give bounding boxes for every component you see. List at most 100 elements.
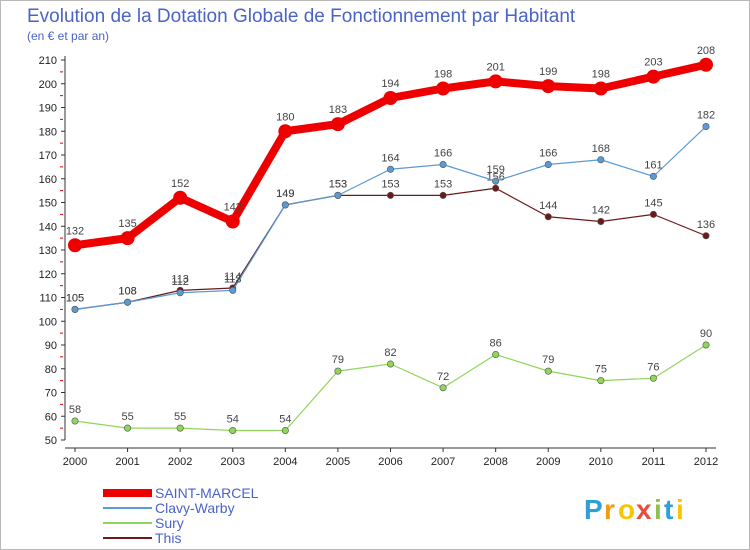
legend-item-saint-marcel: SAINT-MARCEL — [103, 485, 259, 501]
series-sury: 58 55 55 54 54 79 82 72 86 79 75 76 90 — [69, 328, 712, 434]
y-tick-label: 130 — [39, 245, 57, 257]
data-point — [699, 57, 713, 72]
data-label: 164 — [381, 152, 399, 164]
data-point — [120, 231, 135, 246]
data-point — [702, 341, 710, 349]
axes: 50 60 70 80 90 100 110 120 130 140 150 160 170 180 190… — [39, 55, 719, 468]
x-tick-label: 2011 — [642, 456, 666, 468]
legend-label: Clavy-Warby — [155, 500, 235, 516]
y-tick-label: 160 — [39, 174, 57, 186]
data-point — [176, 424, 184, 432]
data-label: 166 — [434, 148, 452, 160]
y-tick-label: 70 — [45, 388, 57, 400]
data-label: 142 — [224, 202, 242, 214]
data-label: 142 — [592, 205, 610, 217]
data-label: 114 — [224, 271, 242, 283]
data-point — [124, 298, 132, 306]
data-label: 182 — [697, 110, 715, 122]
data-label: 161 — [644, 159, 662, 171]
data-label: 168 — [592, 143, 610, 155]
logo-letter: i — [654, 494, 662, 525]
data-label: 152 — [171, 178, 189, 190]
data-label: 135 — [118, 218, 136, 230]
data-label: 208 — [697, 45, 715, 57]
y-tick-label: 120 — [39, 269, 57, 281]
logo-letter: P — [584, 494, 603, 525]
data-point — [702, 232, 710, 240]
logo-letter: i — [676, 494, 684, 525]
data-point — [597, 156, 605, 164]
data-point — [334, 367, 342, 375]
legend-label: This — [155, 530, 181, 546]
data-label: 76 — [647, 361, 659, 373]
data-label: 144 — [539, 200, 557, 212]
logo-letter: o — [618, 494, 635, 525]
data-label: 153 — [434, 178, 452, 190]
data-label: 183 — [329, 104, 347, 116]
data-point — [334, 191, 342, 199]
data-point — [544, 367, 552, 375]
data-point — [649, 210, 657, 218]
data-label: 198 — [434, 69, 452, 81]
x-tick-label: 2009 — [536, 456, 560, 468]
data-point — [281, 201, 289, 209]
data-label: 105 — [66, 292, 84, 304]
data-label: 201 — [486, 61, 504, 73]
data-point — [71, 305, 79, 313]
data-label: 112 — [171, 276, 189, 288]
x-tick-label: 2003 — [221, 456, 245, 468]
data-label: 55 — [121, 411, 133, 423]
data-point — [229, 426, 237, 434]
x-tick-label: 2006 — [378, 456, 402, 468]
data-label: 79 — [332, 354, 344, 366]
logo-letter: t — [664, 494, 673, 525]
data-label: 136 — [697, 219, 715, 231]
x-tick-label: 2001 — [115, 456, 139, 468]
data-label: 75 — [595, 364, 607, 376]
data-label: 108 — [118, 285, 136, 297]
data-point — [71, 417, 79, 425]
data-label: 113 — [224, 273, 242, 285]
legend-label: Sury — [155, 515, 184, 531]
data-point — [649, 374, 657, 382]
data-point — [492, 177, 500, 185]
y-tick-label: 110 — [39, 293, 57, 305]
x-tick-label: 2004 — [273, 456, 297, 468]
data-point — [386, 360, 394, 368]
data-point — [439, 191, 447, 199]
data-point — [386, 191, 394, 199]
x-tick-label: 2000 — [63, 456, 87, 468]
data-label: 90 — [700, 328, 712, 340]
data-point — [278, 124, 293, 139]
y-tick-label: 200 — [39, 79, 57, 91]
data-point — [386, 165, 394, 173]
y-tick-label: 60 — [45, 411, 57, 423]
data-point — [544, 161, 552, 169]
data-point — [492, 350, 500, 358]
data-label: 149 — [276, 188, 294, 200]
data-point — [593, 81, 608, 96]
data-label: 108 — [118, 285, 136, 297]
data-point — [439, 384, 447, 392]
data-point — [176, 289, 184, 297]
legend-item-this: This — [103, 530, 181, 546]
data-label: 79 — [542, 354, 554, 366]
data-point — [597, 377, 605, 385]
data-point — [439, 161, 447, 169]
data-point — [330, 117, 345, 132]
data-label: 132 — [66, 225, 84, 237]
data-point — [597, 218, 605, 226]
data-point — [436, 81, 451, 96]
legend-item-clavy-warby: Clavy-Warby — [103, 500, 235, 516]
chart-title: Evolution de la Dotation Globale de Fonc… — [27, 6, 576, 27]
y-tick-label: 180 — [39, 126, 57, 138]
x-tick-label: 2012 — [694, 456, 718, 468]
data-point — [124, 424, 132, 432]
data-point — [649, 172, 657, 180]
x-tick-label: 2002 — [168, 456, 192, 468]
